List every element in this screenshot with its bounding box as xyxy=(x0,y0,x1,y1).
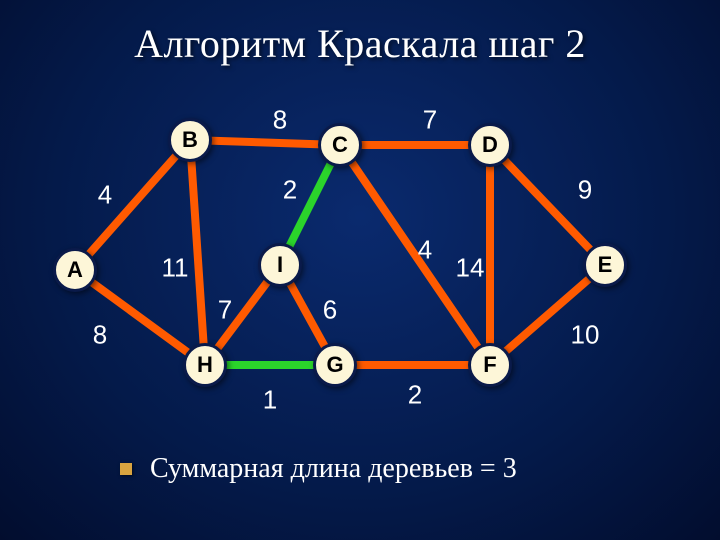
edge-weight-B-C: 8 xyxy=(273,105,287,136)
edge-weight-D-F: 14 xyxy=(456,253,485,284)
edge-weight-G-H: 1 xyxy=(263,385,277,416)
edge-weight-H-I: 7 xyxy=(218,295,232,326)
node-C: C xyxy=(318,123,362,167)
edge-weight-D-E: 9 xyxy=(578,175,592,206)
edge-A-H xyxy=(75,270,205,365)
edge-B-H xyxy=(190,140,205,365)
edge-weight-G-I: 6 xyxy=(323,295,337,326)
edge-weight-F-G: 2 xyxy=(408,380,422,411)
node-F: F xyxy=(468,343,512,387)
edge-weight-A-B: 4 xyxy=(98,180,112,211)
edge-weight-B-H: 11 xyxy=(162,253,189,284)
graph-canvas: 4 8 8 11 7 2 4 9 14 10 2 1 6 7 A B C D E F G H I xyxy=(0,0,720,540)
node-B: B xyxy=(168,118,212,162)
edge-A-B xyxy=(75,140,190,270)
node-A: A xyxy=(53,248,97,292)
edge-weight-C-F: 4 xyxy=(418,235,432,266)
node-E: E xyxy=(583,243,627,287)
node-I: I xyxy=(258,243,302,287)
edge-weight-C-I: 2 xyxy=(283,175,297,206)
edge-weight-C-D: 7 xyxy=(423,105,437,136)
edge-weight-E-F: 10 xyxy=(571,320,600,351)
node-G: G xyxy=(313,343,357,387)
node-H: H xyxy=(183,343,227,387)
edge-weight-A-H: 8 xyxy=(93,320,107,351)
node-D: D xyxy=(468,123,512,167)
